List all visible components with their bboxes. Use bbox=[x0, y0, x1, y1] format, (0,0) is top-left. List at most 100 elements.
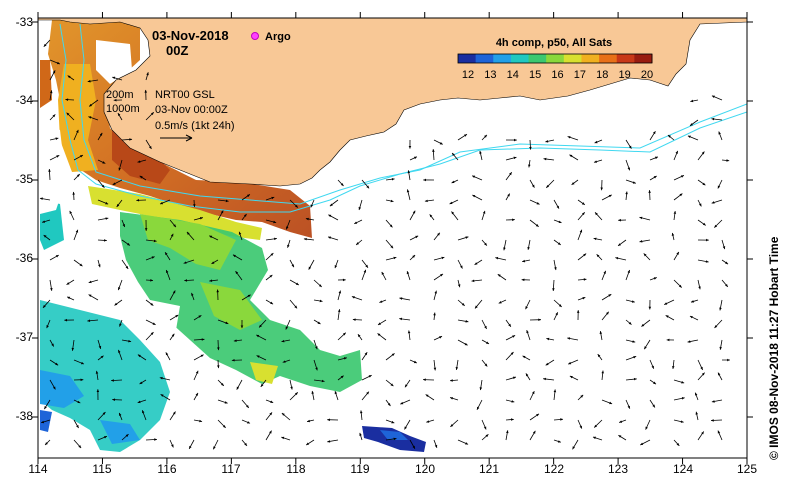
current-vector-head bbox=[461, 303, 465, 306]
current-vector-head bbox=[404, 384, 408, 388]
current-vector-head bbox=[88, 294, 92, 298]
current-vector-head bbox=[433, 367, 437, 371]
current-vector-head bbox=[654, 156, 658, 160]
current-vector-head bbox=[391, 353, 395, 357]
current-vector-head bbox=[711, 201, 715, 204]
current-vector-head bbox=[545, 362, 549, 366]
current-vector-head bbox=[42, 304, 46, 308]
current-vector-head bbox=[528, 164, 531, 168]
current-vector-head bbox=[694, 392, 698, 396]
current-vector-head bbox=[317, 321, 321, 325]
current-vector-head bbox=[676, 251, 679, 255]
current-vector-head bbox=[139, 381, 143, 385]
current-vector-head bbox=[412, 445, 415, 449]
current-vector-head bbox=[529, 146, 532, 150]
current-vector-head bbox=[464, 342, 468, 346]
current-vector-head bbox=[424, 199, 428, 203]
info-block: 200m 1000m NRT00 GSL 03-Nov 00:00Z 0.5m/… bbox=[106, 89, 234, 142]
datetime-label: 03-Nov 00:00Z bbox=[155, 104, 228, 116]
current-vector-head bbox=[105, 201, 109, 205]
current-vector-head bbox=[87, 79, 91, 83]
current-vector-head bbox=[552, 288, 555, 291]
colorbar-legend: 4h comp, p50, All Sats 12 13 14 15 16 17 18 19 2… bbox=[457, 37, 653, 81]
current-vector-head bbox=[88, 116, 92, 119]
current-vector-head bbox=[689, 123, 693, 126]
current-vector-head bbox=[432, 149, 435, 152]
x-tick-label: 120 bbox=[415, 462, 435, 476]
current-vector-head bbox=[711, 400, 715, 403]
current-vector-head bbox=[295, 204, 298, 208]
colorbar-swatches bbox=[457, 53, 653, 64]
current-vector-head bbox=[615, 256, 619, 260]
current-vector-head bbox=[451, 180, 455, 184]
current-vector-head bbox=[522, 355, 526, 359]
colorbar-tick-label: 13 bbox=[484, 69, 496, 81]
current-vector-head bbox=[465, 442, 469, 445]
current-vector-head bbox=[173, 224, 176, 228]
current-vector-head bbox=[271, 196, 275, 200]
current-vector-head bbox=[437, 232, 440, 236]
current-vector-head bbox=[144, 89, 148, 93]
current-vector-head bbox=[391, 177, 395, 181]
current-vector-head bbox=[224, 401, 228, 404]
current-vector-head bbox=[531, 184, 535, 188]
current-vectors bbox=[39, 39, 730, 450]
current-vector-head bbox=[102, 161, 106, 164]
current-vector-head bbox=[129, 138, 133, 141]
current-vector-head bbox=[714, 325, 718, 328]
current-vector-head bbox=[599, 331, 603, 334]
current-vector-head bbox=[139, 175, 143, 179]
current-vector-head bbox=[507, 193, 510, 197]
current-vector-head bbox=[665, 315, 669, 318]
current-vector-head bbox=[342, 278, 346, 282]
colorbar-swatch bbox=[458, 54, 477, 63]
current-vector-head bbox=[225, 321, 229, 325]
current-vector-head bbox=[531, 391, 535, 395]
current-vector-head bbox=[597, 354, 601, 358]
current-vector-head bbox=[150, 278, 154, 282]
x-tick-label: 114 bbox=[28, 462, 47, 476]
current-vector-head bbox=[628, 145, 632, 149]
current-vector-head bbox=[308, 266, 312, 270]
current-vector-head bbox=[644, 346, 647, 350]
current-vector-head bbox=[159, 376, 163, 380]
current-vector-head bbox=[628, 321, 632, 325]
current-vector-head bbox=[525, 373, 529, 377]
current-vector-head bbox=[407, 170, 411, 174]
current-vector-head bbox=[725, 261, 729, 265]
current-vector-head bbox=[247, 294, 251, 298]
current-vector-head bbox=[321, 379, 325, 383]
current-vector-head bbox=[270, 301, 274, 305]
current-vector-head bbox=[307, 419, 310, 423]
current-vector-head bbox=[538, 318, 541, 322]
current-vector-head bbox=[285, 326, 289, 330]
current-vector-head bbox=[569, 376, 573, 379]
current-vector-head bbox=[526, 330, 529, 334]
current-vector-head bbox=[216, 289, 220, 293]
current-vector-head bbox=[318, 284, 322, 287]
current-vector-head bbox=[572, 446, 575, 450]
current-vector-head bbox=[41, 420, 45, 424]
current-vector-head bbox=[479, 387, 483, 391]
current-vector-head bbox=[51, 343, 54, 347]
y-tick-label: -35 bbox=[16, 172, 34, 186]
current-vector-head bbox=[689, 316, 693, 319]
colorbar-swatch bbox=[599, 54, 618, 63]
current-vector-head bbox=[600, 187, 604, 191]
current-vector-head bbox=[305, 217, 309, 221]
current-vector-head bbox=[618, 218, 621, 222]
current-vector-head bbox=[343, 357, 347, 360]
current-vector-head bbox=[114, 302, 118, 306]
current-vector-head bbox=[618, 435, 622, 438]
current-vector-head bbox=[50, 287, 53, 291]
y-tick-label: -34 bbox=[16, 93, 34, 107]
current-vector-head bbox=[233, 339, 237, 342]
current-vector-head bbox=[666, 338, 670, 342]
current-vector-head bbox=[46, 325, 49, 329]
current-vector-head bbox=[64, 318, 68, 322]
current-vector-head bbox=[450, 397, 453, 400]
current-vector-head bbox=[627, 405, 630, 409]
current-vector-head bbox=[52, 114, 56, 118]
current-vector-head bbox=[554, 267, 557, 271]
current-vector-head bbox=[201, 338, 205, 341]
